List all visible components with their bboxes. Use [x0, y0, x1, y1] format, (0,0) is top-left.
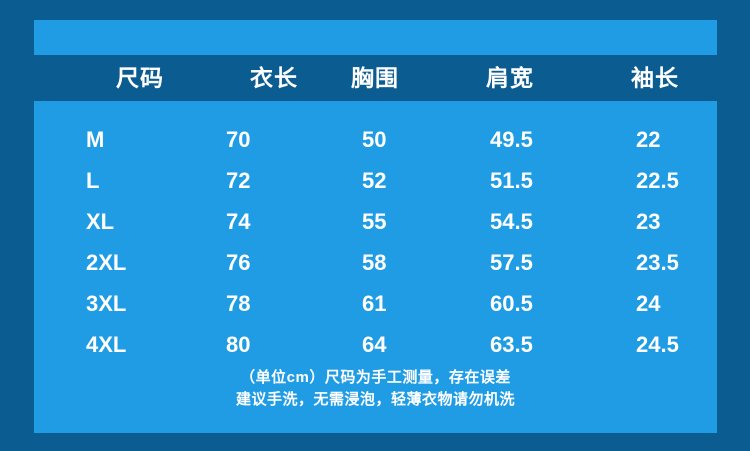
- cell-shoulder: 51.5: [490, 168, 533, 193]
- cell-sleeve: 22.5: [636, 168, 679, 193]
- column-header-shoulder: 肩宽: [486, 65, 534, 91]
- cell-sleeve: 23: [636, 209, 661, 234]
- cell-size: 3XL: [86, 291, 127, 316]
- cell-sleeve: 23.5: [636, 250, 679, 275]
- cell-length: 72: [226, 168, 251, 193]
- cell-shoulder: 57.5: [490, 250, 533, 275]
- cell-size: M: [86, 127, 105, 152]
- cell-bust: 50: [362, 127, 387, 152]
- cell-bust: 58: [362, 250, 387, 275]
- cell-shoulder: 54.5: [490, 209, 533, 234]
- cell-bust: 64: [362, 332, 387, 357]
- table-row: 3XL 78 61 60.5 24: [34, 283, 717, 324]
- cell-sleeve: 24: [636, 291, 661, 316]
- cell-length: 70: [226, 127, 251, 152]
- cell-bust: 52: [362, 168, 387, 193]
- footer-note-washing: 建议手洗，无需浸泡，轻薄衣物请勿机洗: [235, 391, 515, 408]
- cell-bust: 61: [362, 291, 387, 316]
- cell-length: 76: [226, 250, 251, 275]
- cell-bust: 55: [362, 209, 387, 234]
- table-row: L 72 52 51.5 22.5: [34, 160, 717, 201]
- table-row: M 70 50 49.5 22: [34, 119, 717, 160]
- column-header-length: 衣长: [250, 65, 298, 91]
- column-header-bust: 胸围: [351, 65, 399, 91]
- footer-note-measurement: （单位cm）尺码为手工测量，存在误差: [240, 369, 511, 386]
- cell-shoulder: 60.5: [490, 291, 533, 316]
- table-body-panel: M 70 50 49.5 22 L 72 52 51.5 22.5 XL 74 …: [34, 101, 717, 433]
- table-row: 4XL 80 64 63.5 24.5: [34, 324, 717, 365]
- cell-sleeve: 24.5: [636, 332, 679, 357]
- cell-shoulder: 63.5: [490, 332, 533, 357]
- table-row: 2XL 76 58 57.5 23.5: [34, 242, 717, 283]
- table-header-row: 尺码 衣长 胸围 肩宽 袖长: [34, 55, 717, 101]
- cell-size: XL: [86, 209, 115, 234]
- cell-sleeve: 22: [636, 127, 661, 152]
- column-header-sleeve: 袖长: [631, 65, 679, 91]
- cell-size: L: [86, 168, 100, 193]
- cell-length: 80: [226, 332, 251, 357]
- cell-size: 2XL: [86, 250, 127, 275]
- cell-length: 74: [226, 209, 251, 234]
- cell-shoulder: 49.5: [490, 127, 533, 152]
- cell-length: 78: [226, 291, 251, 316]
- column-header-size: 尺码: [116, 65, 164, 91]
- table-row: XL 74 55 54.5 23: [34, 201, 717, 242]
- top-accent-bar: [34, 20, 717, 55]
- cell-size: 4XL: [86, 332, 127, 357]
